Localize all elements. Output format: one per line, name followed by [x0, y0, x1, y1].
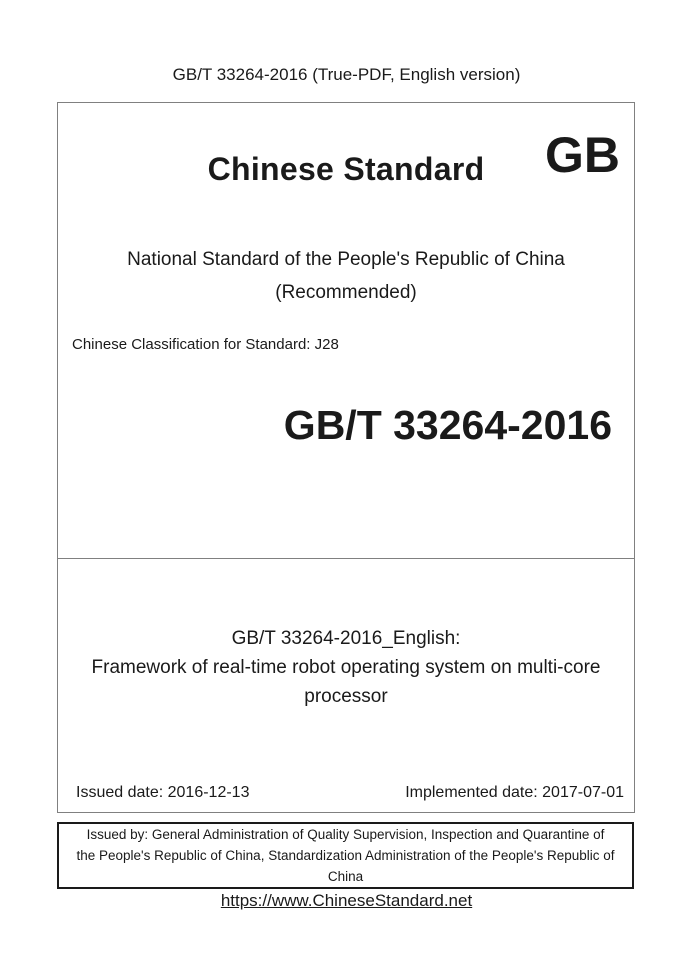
recommended-line: (Recommended): [275, 282, 417, 303]
gb-logo: GB: [545, 127, 620, 183]
brand-title: Chinese Standard: [207, 151, 485, 187]
standard-code: GB/T 33264-2016: [283, 402, 612, 448]
classification-label: Chinese Classification for Standard: J28: [72, 336, 339, 353]
page-header-title: GB/T 33264-2016 (True-PDF, English versi…: [172, 65, 521, 84]
website-link[interactable]: https://www.ChineseStandard.net: [220, 891, 473, 910]
dates-row: Issued date: 2016-12-13 Implemented date…: [76, 784, 624, 802]
issued-date-label: Issued date: 2016-12-13: [76, 784, 250, 801]
english-title-block: GB/T 33264-2016_English: Framework of re…: [91, 628, 601, 707]
implemented-date-label: Implemented date: 2017-07-01: [405, 784, 624, 801]
national-standard-line: National Standard of the People's Republ…: [127, 249, 565, 270]
issuer-box: Issued by: General Administration of Qua…: [57, 822, 634, 889]
footer: https://www.ChineseStandard.net: [0, 891, 693, 911]
section-divider: [58, 558, 634, 559]
cover-box: Chinese Standard GB National Standard of…: [57, 102, 635, 813]
